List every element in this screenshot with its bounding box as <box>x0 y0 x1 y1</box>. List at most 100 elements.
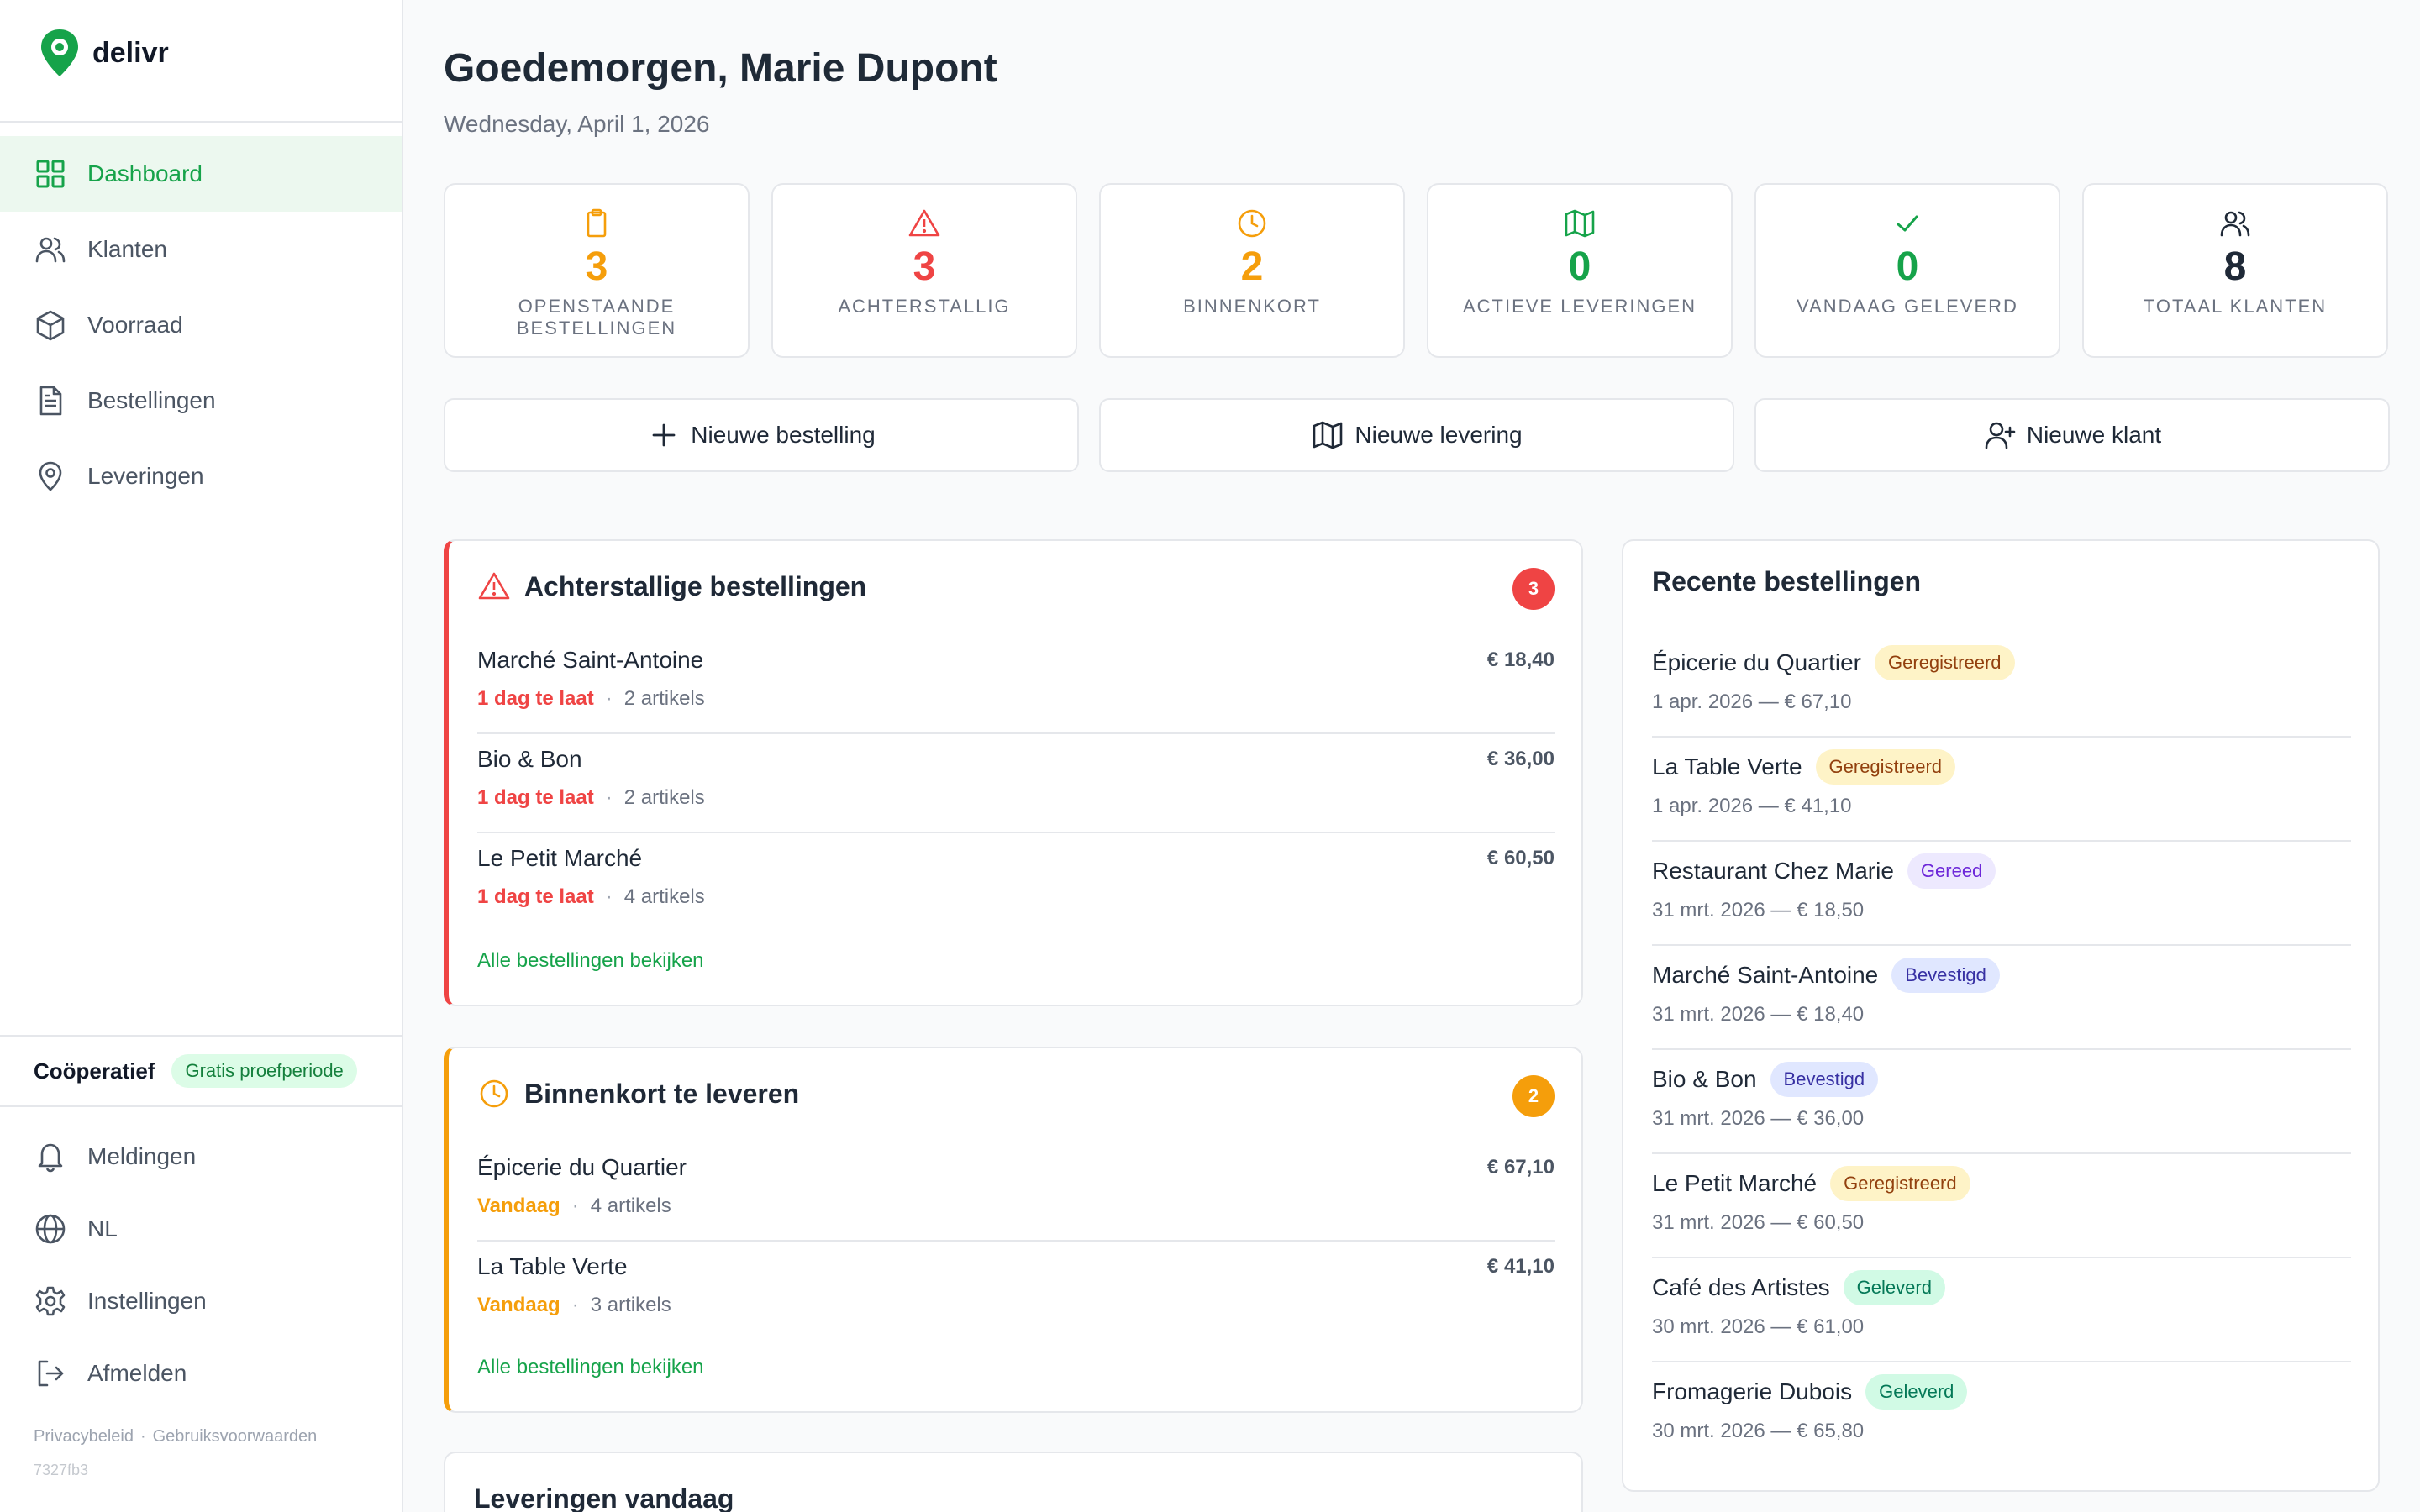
stat-upcoming[interactable]: 2 BINNENKORT <box>1099 183 1405 358</box>
list-item[interactable]: Épicerie du Quartier € 67,10 Vandaag · 4 a… <box>477 1142 1555 1242</box>
bell-icon <box>34 1140 67 1173</box>
view-all-orders-link[interactable]: Alle bestellingen bekijken <box>477 949 704 972</box>
count-badge: 2 <box>1512 1075 1555 1117</box>
version-label: 7327fb3 <box>34 1462 89 1478</box>
upcoming-deliveries-card: Binnenkort te leveren 2 Épicerie du Quar… <box>444 1047 1583 1413</box>
sidebar-item-label: Klanten <box>87 236 167 262</box>
warning-icon <box>773 207 1076 240</box>
terms-link[interactable]: Gebruiksvoorwaarden <box>152 1427 318 1446</box>
order-meta: 30 mrt. 2026 — € 61,00 <box>1652 1315 1865 1338</box>
card-title: Achterstallige bestellingen <box>524 570 867 601</box>
status-badge: Bevestigd <box>1891 958 2000 993</box>
map-icon <box>1311 418 1344 452</box>
status-text: Vandaag <box>477 1294 560 1316</box>
customer-name: Le Petit Marché <box>1652 1170 1818 1196</box>
customer-name: Épicerie du Quartier <box>1652 649 1862 675</box>
view-all-orders-link[interactable]: Alle bestellingen bekijken <box>477 1356 704 1378</box>
sidebar-item-bestellingen[interactable]: Bestellingen <box>0 363 402 438</box>
stats-row: 3 OPENSTAANDE BESTELLINGEN 3 ACHTERSTALL… <box>444 183 2390 358</box>
separator: · <box>571 1294 579 1316</box>
current-date: Wednesday, April 1, 2026 <box>444 111 710 137</box>
stat-value: 0 <box>1896 244 1919 289</box>
stat-delivered-today[interactable]: 0 VANDAAG GELEVERD <box>1754 183 2060 358</box>
status-badge: Geleverd <box>1865 1374 1968 1410</box>
separator: · <box>605 786 613 809</box>
recent-row-top: Restaurant Chez Marie Gereed <box>1652 853 1996 889</box>
stat-open-orders[interactable]: 3 OPENSTAANDE BESTELLINGEN <box>444 183 750 358</box>
count-badge: 3 <box>1512 568 1555 610</box>
bottom-nav: Meldingen NL Instellingen Afmelden <box>0 1121 402 1410</box>
card-title: Recente bestellingen <box>1652 566 1922 596</box>
sidebar-item-label: Afmelden <box>87 1360 187 1386</box>
new-customer-button[interactable]: Nieuwe klant <box>1754 398 2390 472</box>
sidebar-item-voorraad[interactable]: Voorraad <box>0 287 402 363</box>
brand-name[interactable]: delivr <box>92 37 169 69</box>
customer-name: Marché Saint-Antoine <box>477 647 704 673</box>
logout-button[interactable]: Afmelden <box>0 1337 402 1410</box>
sidebar-item-meldingen[interactable]: Meldingen <box>0 1121 402 1193</box>
list-item[interactable]: Marché Saint-Antoine Bevestigd 31 mrt. 2… <box>1652 946 2351 1050</box>
list-item[interactable]: Café des Artistes Geleverd 30 mrt. 2026 … <box>1652 1258 2351 1362</box>
status-badge: Bevestigd <box>1770 1062 1879 1097</box>
sidebar-item-dashboard[interactable]: Dashboard <box>0 136 402 212</box>
list-item[interactable]: Marché Saint-Antoine € 18,40 1 dag te la… <box>477 635 1555 734</box>
recent-orders-card: Recente bestellingen Épicerie du Quartie… <box>1622 539 2380 1492</box>
recent-row-top: Fromagerie Dubois Geleverd <box>1652 1374 1968 1410</box>
recent-row-top: Épicerie du Quartier Geregistreerd <box>1652 645 2015 680</box>
recent-row-top: La Table Verte Geregistreerd <box>1652 749 1956 785</box>
separator: · <box>571 1194 579 1217</box>
warning-icon <box>477 570 511 603</box>
new-order-button[interactable]: Nieuwe bestelling <box>444 398 1079 472</box>
users-icon <box>34 233 67 266</box>
card-title: Binnenkort te leveren <box>524 1078 800 1109</box>
order-meta: 31 mrt. 2026 — € 36,00 <box>1652 1107 1865 1130</box>
article-count: 3 artikels <box>590 1294 671 1316</box>
list-item[interactable]: Restaurant Chez Marie Gereed 31 mrt. 202… <box>1652 842 2351 946</box>
recent-row-top: Marché Saint-Antoine Bevestigd <box>1652 958 2000 993</box>
sidebar: delivr Dashboard Klanten Voorraad <box>0 0 403 1512</box>
gear-icon <box>34 1284 67 1318</box>
stat-overdue[interactable]: 3 ACHTERSTALLIG <box>771 183 1077 358</box>
customer-name: Le Petit Marché <box>477 845 643 871</box>
sidebar-item-leveringen[interactable]: Leveringen <box>0 438 402 514</box>
list-item[interactable]: La Table Verte € 41,10 Vandaag · 3 artikel… <box>477 1242 1555 1341</box>
order-meta: 31 mrt. 2026 — € 18,40 <box>1652 1003 1865 1026</box>
list-item[interactable]: Bio & Bon Bevestigd 31 mrt. 2026 — € 36,… <box>1652 1050 2351 1154</box>
logo-pin-icon <box>39 28 81 78</box>
stat-active-deliveries[interactable]: 0 ACTIEVE LEVERINGEN <box>1427 183 1733 358</box>
list-item[interactable]: Épicerie du Quartier Geregistreerd 1 apr… <box>1652 633 2351 738</box>
sidebar-item-instellingen[interactable]: Instellingen <box>0 1265 402 1337</box>
privacy-link[interactable]: Privacybeleid <box>34 1427 134 1446</box>
list-item[interactable]: La Table Verte Geregistreerd 1 apr. 2026… <box>1652 738 2351 842</box>
clock-icon <box>1101 207 1403 240</box>
stat-label: TOTAAL KLANTEN <box>2143 296 2328 317</box>
clock-icon <box>477 1077 511 1110</box>
sidebar-item-klanten[interactable]: Klanten <box>0 212 402 287</box>
article-count: 2 artikels <box>623 687 705 710</box>
order-meta: 30 mrt. 2026 — € 65,80 <box>1652 1420 1865 1442</box>
brand: delivr <box>0 0 402 123</box>
status-text: 1 dag te laat <box>477 786 594 809</box>
order-meta: 1 dag te laat · 2 artikels <box>477 786 705 810</box>
stat-total-customers[interactable]: 8 TOTAAL KLANTEN <box>2082 183 2388 358</box>
recent-row-top: Le Petit Marché Geregistreerd <box>1652 1166 1970 1201</box>
stat-value: 3 <box>585 244 608 289</box>
status-badge: Geregistreerd <box>1875 645 2015 680</box>
list-item[interactable]: Le Petit Marché Geregistreerd 31 mrt. 20… <box>1652 1154 2351 1258</box>
list-item[interactable]: Le Petit Marché € 60,50 1 dag te laat · 4 … <box>477 833 1555 932</box>
main-content: Goedemorgen, Marie Dupont Wednesday, Apr… <box>403 0 2420 1512</box>
new-delivery-button[interactable]: Nieuwe levering <box>1099 398 1734 472</box>
overdue-orders-card: Achterstallige bestellingen 3 Marché Sai… <box>444 539 1583 1006</box>
box-icon <box>34 308 67 342</box>
order-meta: 1 apr. 2026 — € 67,10 <box>1652 690 1852 713</box>
customer-name: Bio & Bon <box>1652 1066 1757 1092</box>
language-selector[interactable]: NL <box>0 1193 402 1265</box>
card-header: Achterstallige bestellingen <box>477 570 866 603</box>
order-amount: € 41,10 <box>1486 1255 1555 1278</box>
plus-icon <box>647 418 681 452</box>
stat-value: 0 <box>1568 244 1591 289</box>
check-icon <box>1756 207 2059 240</box>
list-item[interactable]: Bio & Bon € 36,00 1 dag te laat · 2 artike… <box>477 734 1555 833</box>
article-count: 2 artikels <box>623 786 705 809</box>
list-item[interactable]: Fromagerie Dubois Geleverd 30 mrt. 2026 … <box>1652 1362 2351 1467</box>
